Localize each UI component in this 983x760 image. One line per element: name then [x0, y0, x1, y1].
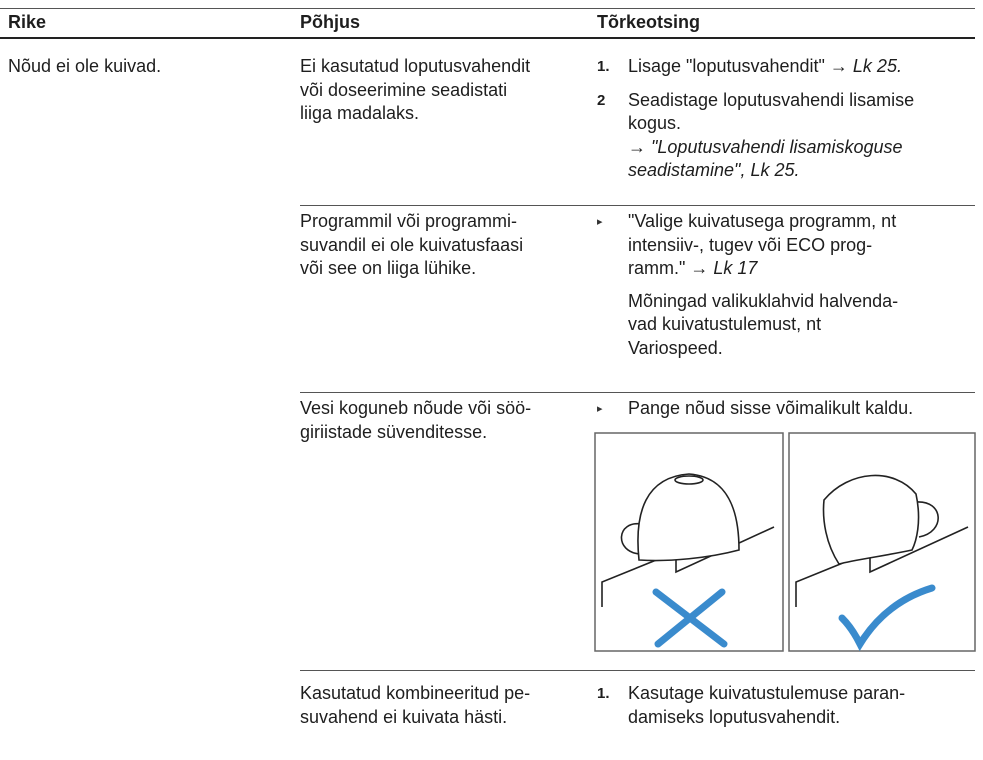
cause-cell: Vesi koguneb nõude või söö-giriistade sü… — [300, 397, 531, 444]
text-line: damiseks loputusvahendit. — [628, 706, 905, 730]
cause-cell: Programmil või programmi-suvandil ei ole… — [300, 210, 523, 281]
emphasis: seadistamine", Lk 25. — [628, 160, 800, 180]
dish-illustration — [594, 432, 976, 652]
remedy-item: 2 Seadistage loputusvahendi lisamise kogus… — [597, 89, 914, 183]
text: damiseks loputusvahendit. — [628, 706, 841, 727]
text: Lisage "loputusvahendit" → — [628, 56, 853, 76]
header-cell: Tõrkeotsing — [597, 12, 701, 32]
remedy-cell: 1. Lisage "loputusvahendit" → Lk 25. 2 Sead… — [597, 55, 914, 183]
note: Mõningad valikuklahvid halvenda-vad kuiv… — [628, 290, 898, 361]
text: Pange nõud sisse võimalikult kaldu. — [628, 398, 914, 418]
text-line: Pange nõud sisse võimalikult kaldu. — [628, 397, 913, 421]
cause-line: Ei kasutatud loputusvahendit — [300, 56, 531, 76]
remedy-item: ▸ "Valige kuivatusega programm, nt intensi… — [597, 210, 898, 281]
emphasis: "Loputusvahendi lisamiskoguse — [651, 136, 903, 157]
note-line: Variospeed. — [628, 337, 723, 358]
text-line: Lisage "loputusvahendit" → Lk 25. — [628, 55, 914, 79]
remedy-item: 1. Lisage "loputusvahendit" → Lk 25. — [597, 55, 914, 79]
row-rule — [300, 205, 975, 206]
text: intensiiv-, tugev või ECO prog- — [628, 234, 873, 255]
text-line: ramm." → Lk 17 — [628, 257, 898, 281]
cause-cell: Kasutatud kombineeritud pe-suvahend ei k… — [300, 682, 530, 729]
emphasis: Lk 25. — [852, 56, 902, 76]
cause-line: või doseerimine seadistati — [300, 79, 508, 100]
remedy-cell: 1. Kasutage kuivatustulemuse paran-damise… — [597, 682, 905, 730]
bullet: ▸ — [597, 403, 603, 415]
note-line: vad kuivatustulemust, nt — [628, 314, 822, 334]
cause-line: või see on liiga lühike. — [300, 258, 477, 278]
top-rule — [0, 8, 975, 9]
text-line: kogus. — [628, 112, 914, 136]
text: "Valige kuivatusega programm, nt — [628, 211, 897, 231]
remedy-cell: ▸ Pange nõud sisse võimalikult kaldu. — [597, 397, 913, 421]
cause-line: Programmil või programmi- — [300, 211, 518, 231]
text: ramm." → — [628, 258, 714, 278]
header-cell: Rike — [8, 12, 47, 32]
problem-cell: Nõud ei ole kuivad. — [8, 56, 162, 76]
cause-line: Kasutatud kombineeritud pe- — [300, 683, 531, 703]
step-number: 1. — [597, 685, 610, 702]
header-rule — [0, 37, 975, 39]
bullet: ▸ — [597, 216, 603, 228]
step-number: 1. — [597, 58, 610, 75]
cause-line: giriistade süvenditesse. — [300, 421, 488, 442]
text-line: Seadistage loputusvahendi lisamise — [628, 89, 914, 113]
note-line: Mõningad valikuklahvid halvenda- — [628, 290, 899, 311]
text-line: seadistamine", Lk 25. — [628, 159, 914, 183]
text-line: "Valige kuivatusega programm, nt — [628, 210, 898, 234]
cause-line: suvandil ei ole kuivatusfaasi — [300, 234, 524, 255]
emphasis: Lk 17 — [713, 258, 758, 278]
text-line: Kasutage kuivatustulemuse paran- — [628, 682, 905, 706]
text: Seadistage loputusvahendi lisamise — [628, 89, 915, 110]
text: kogus. — [628, 113, 682, 133]
row-rule — [300, 670, 975, 671]
remedy-item: 1. Kasutage kuivatustulemuse paran-damise… — [597, 682, 905, 730]
remedy-cell: ▸ "Valige kuivatusega programm, nt intensi… — [597, 210, 898, 361]
cause-line: suvahend ei kuivata hästi. — [300, 706, 508, 727]
remedy-item: ▸ Pange nõud sisse võimalikult kaldu. — [597, 397, 913, 421]
text-line: → "Loputusvahendi lisamiskoguse — [628, 136, 914, 160]
cause-line: liiga madalaks. — [300, 103, 420, 123]
cause-line: Vesi koguneb nõude või söö- — [300, 398, 532, 418]
header-cell: Põhjus — [300, 12, 361, 32]
row-rule — [300, 392, 975, 393]
text-line: intensiiv-, tugev või ECO prog- — [628, 234, 898, 258]
text: → — [628, 136, 652, 157]
text: Kasutage kuivatustulemuse paran- — [628, 683, 906, 703]
cause-cell: Ei kasutatud loputusvahendit või doseerim… — [300, 55, 530, 126]
step-number: 2 — [597, 91, 606, 109]
